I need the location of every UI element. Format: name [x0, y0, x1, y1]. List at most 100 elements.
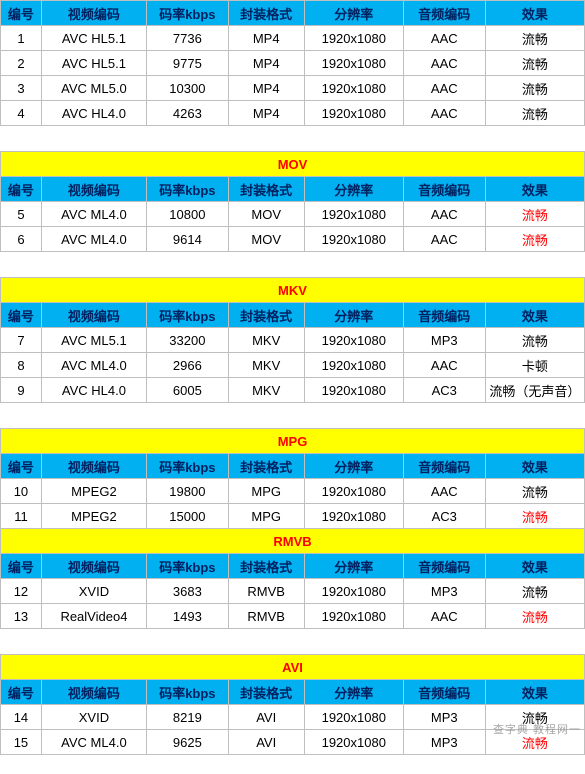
table-cell: AVC ML4.0: [41, 730, 146, 755]
column-header: 码率kbps: [146, 1, 228, 26]
table-cell: 4: [1, 101, 42, 126]
table-cell: AVI: [228, 705, 304, 730]
table-cell: AVC ML5.1: [41, 328, 146, 353]
column-header: 封装格式: [228, 554, 304, 579]
table-cell: 3683: [146, 579, 228, 604]
table-cell: 1920x1080: [304, 378, 403, 403]
table-cell: MOV: [228, 227, 304, 252]
table-cell: 1920x1080: [304, 227, 403, 252]
gap-row: [1, 629, 585, 655]
column-header: 音频编码: [403, 554, 485, 579]
table-row: 13RealVideo41493RMVB1920x1080AAC流畅: [1, 604, 585, 629]
table-cell: MP4: [228, 51, 304, 76]
column-header: 视频编码: [41, 1, 146, 26]
table-cell: MP3: [403, 730, 485, 755]
table-cell: 1920x1080: [304, 579, 403, 604]
table-cell: 1: [1, 26, 42, 51]
column-header: 封装格式: [228, 1, 304, 26]
table-cell: MKV: [228, 328, 304, 353]
column-header: 音频编码: [403, 454, 485, 479]
table-cell: MP4: [228, 26, 304, 51]
table-cell: 7736: [146, 26, 228, 51]
table-row: 12XVID3683RMVB1920x1080MP3流畅: [1, 579, 585, 604]
table-cell: 流畅: [485, 579, 584, 604]
table-cell: 流畅: [485, 705, 584, 730]
column-header: 效果: [485, 1, 584, 26]
table-container: 编号视频编码码率kbps封装格式分辨率音频编码效果1AVC HL5.17736M…: [0, 0, 585, 755]
column-header-row: 编号视频编码码率kbps封装格式分辨率音频编码效果: [1, 1, 585, 26]
table-cell: 1493: [146, 604, 228, 629]
table-cell: 1920x1080: [304, 76, 403, 101]
table-cell: 流畅: [485, 227, 584, 252]
column-header: 效果: [485, 680, 584, 705]
table-cell: 11: [1, 504, 42, 529]
table-row: 6AVC ML4.09614MOV1920x1080AAC流畅: [1, 227, 585, 252]
table-cell: AVC HL5.1: [41, 51, 146, 76]
table-cell: AVC ML5.0: [41, 76, 146, 101]
column-header-row: 编号视频编码码率kbps封装格式分辨率音频编码效果: [1, 303, 585, 328]
table-cell: 1920x1080: [304, 705, 403, 730]
column-header: 封装格式: [228, 177, 304, 202]
table-row: 5AVC ML4.010800MOV1920x1080AAC流畅: [1, 202, 585, 227]
table-cell: 6: [1, 227, 42, 252]
column-header: 分辨率: [304, 1, 403, 26]
table-cell: MOV: [228, 202, 304, 227]
table-cell: MKV: [228, 378, 304, 403]
column-header: 视频编码: [41, 554, 146, 579]
column-header: 音频编码: [403, 303, 485, 328]
table-cell: AVI: [228, 730, 304, 755]
table-cell: 流畅: [485, 51, 584, 76]
table-row: 4AVC HL4.04263MP41920x1080AAC流畅: [1, 101, 585, 126]
column-header: 视频编码: [41, 177, 146, 202]
table-cell: 1920x1080: [304, 730, 403, 755]
column-header: 视频编码: [41, 454, 146, 479]
gap-cell: [1, 126, 585, 152]
column-header: 码率kbps: [146, 554, 228, 579]
table-row: 9AVC HL4.06005MKV1920x1080AC3流畅（无声音）: [1, 378, 585, 403]
table-cell: AAC: [403, 604, 485, 629]
table-cell: 2: [1, 51, 42, 76]
section-title-row: MOV: [1, 152, 585, 177]
column-header: 编号: [1, 177, 42, 202]
section-title-row: MKV: [1, 278, 585, 303]
section-title-row: MPG: [1, 429, 585, 454]
table-cell: 9614: [146, 227, 228, 252]
gap-cell: [1, 252, 585, 278]
table-row: 10MPEG219800MPG1920x1080AAC流畅: [1, 479, 585, 504]
column-header: 码率kbps: [146, 177, 228, 202]
gap-row: [1, 403, 585, 429]
table-cell: 流畅: [485, 26, 584, 51]
table-cell: 8: [1, 353, 42, 378]
table-cell: AAC: [403, 101, 485, 126]
section-title-row: AVI: [1, 655, 585, 680]
section-title: AVI: [1, 655, 585, 680]
section-title: MPG: [1, 429, 585, 454]
table-cell: RealVideo4: [41, 604, 146, 629]
table-cell: AAC: [403, 479, 485, 504]
column-header: 效果: [485, 303, 584, 328]
table-cell: 13: [1, 604, 42, 629]
table-cell: AC3: [403, 378, 485, 403]
column-header: 效果: [485, 454, 584, 479]
table-cell: XVID: [41, 579, 146, 604]
table-cell: AVC ML4.0: [41, 227, 146, 252]
table-row: 8AVC ML4.02966MKV1920x1080AAC卡顿: [1, 353, 585, 378]
column-header: 音频编码: [403, 1, 485, 26]
table-cell: AAC: [403, 26, 485, 51]
table-cell: MP3: [403, 705, 485, 730]
column-header: 封装格式: [228, 680, 304, 705]
gap-row: [1, 126, 585, 152]
table-row: 2AVC HL5.19775MP41920x1080AAC流畅: [1, 51, 585, 76]
table-cell: 流畅: [485, 604, 584, 629]
table-row: 1AVC HL5.17736MP41920x1080AAC流畅: [1, 26, 585, 51]
table-cell: XVID: [41, 705, 146, 730]
table-cell: 6005: [146, 378, 228, 403]
table-cell: 卡顿: [485, 353, 584, 378]
table-cell: 4263: [146, 101, 228, 126]
table-cell: 2966: [146, 353, 228, 378]
table-row: 14XVID8219AVI1920x1080MP3流畅: [1, 705, 585, 730]
table-cell: 流畅: [485, 730, 584, 755]
table-cell: MPG: [228, 504, 304, 529]
column-header: 编号: [1, 454, 42, 479]
table-cell: MP4: [228, 101, 304, 126]
